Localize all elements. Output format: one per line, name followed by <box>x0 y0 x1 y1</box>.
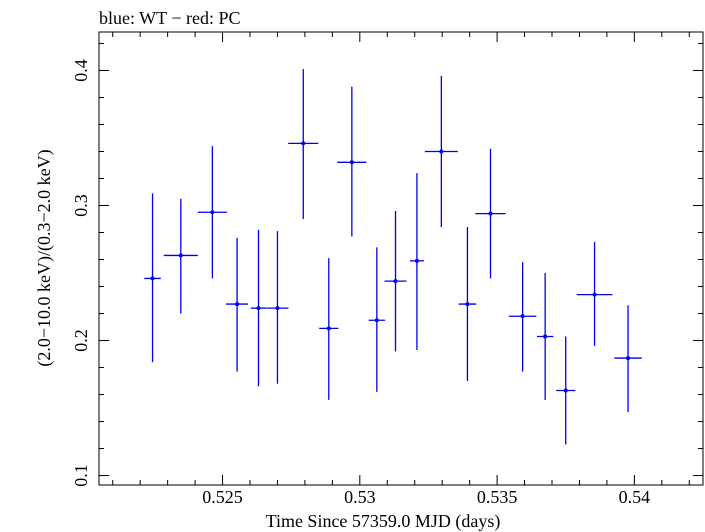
axis-ticks: 0.525 0.53 0.535 0.54 0.1 0.2 0.3 0.4 <box>71 32 703 507</box>
data-point <box>614 305 642 413</box>
point-marker <box>349 160 354 165</box>
point-marker <box>465 302 470 307</box>
x-tick-label: 0.53 <box>344 487 376 507</box>
data-point <box>144 193 161 363</box>
data-point <box>410 173 424 350</box>
point-marker <box>439 149 444 154</box>
data-point <box>250 229 267 387</box>
data-point <box>163 198 198 314</box>
chart-title: blue: WT − red: PC <box>99 8 240 28</box>
x-tick-label: 0.54 <box>619 487 651 507</box>
data-point <box>508 262 537 372</box>
y-tick-label: 0.2 <box>71 329 91 352</box>
data-point <box>319 258 339 400</box>
point-marker <box>256 306 261 311</box>
point-marker <box>543 334 548 339</box>
point-marker <box>374 318 379 323</box>
data-point <box>536 273 554 400</box>
data-point <box>368 247 386 392</box>
y-tick-label: 0.3 <box>71 194 91 217</box>
point-marker <box>326 326 331 331</box>
point-marker <box>235 302 240 307</box>
data-point <box>337 86 367 237</box>
point-marker <box>626 356 631 361</box>
point-marker <box>520 314 525 319</box>
point-marker <box>150 276 155 281</box>
y-tick-label: 0.4 <box>71 59 91 82</box>
point-marker <box>393 279 398 284</box>
data-point <box>226 237 249 372</box>
point-marker <box>178 253 183 258</box>
data-series <box>144 69 642 445</box>
point-marker <box>210 210 215 215</box>
plot-frame <box>98 31 704 486</box>
point-marker <box>301 141 306 146</box>
x-axis-label: Time Since 57359.0 MJD (days) <box>266 511 501 532</box>
point-marker <box>592 292 597 297</box>
data-point <box>424 75 458 228</box>
point-marker <box>563 388 568 393</box>
data-point <box>197 146 227 279</box>
y-axis-label: (2.0−10.0 keV)/(0.3−2.0 keV) <box>34 149 55 366</box>
data-point <box>458 227 477 382</box>
data-point <box>288 69 319 220</box>
point-marker <box>488 211 493 216</box>
x-tick-label: 0.535 <box>477 487 518 507</box>
x-tick-label: 0.525 <box>202 487 243 507</box>
point-marker <box>275 306 280 311</box>
data-point <box>556 336 576 445</box>
data-point <box>266 231 289 384</box>
data-point <box>475 148 506 279</box>
data-point <box>384 210 407 352</box>
data-point <box>576 241 613 346</box>
point-marker <box>414 258 419 263</box>
y-tick-label: 0.1 <box>71 464 91 487</box>
